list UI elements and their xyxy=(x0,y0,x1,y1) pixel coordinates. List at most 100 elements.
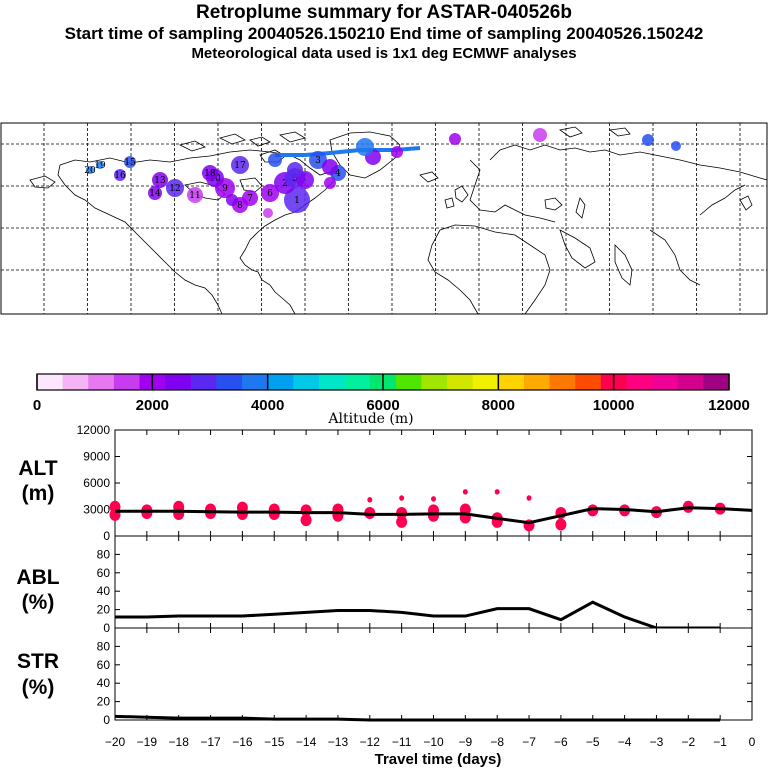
map-point xyxy=(226,194,238,206)
map-point-label: 7 xyxy=(247,194,253,204)
x-tick-label: −7 xyxy=(522,735,536,749)
x-tick-label: −3 xyxy=(650,735,664,749)
alt-cluster-point xyxy=(399,495,405,501)
alt-panel-unit: (m) xyxy=(22,482,55,505)
y-tick-label: 9000 xyxy=(83,450,110,464)
x-tick-label: −5 xyxy=(586,735,600,749)
y-tick-label: 60 xyxy=(97,566,111,580)
x-tick-label: −15 xyxy=(264,735,285,749)
met-data-note: Meteorological data used is 1x1 deg ECMW… xyxy=(191,45,577,62)
map-point xyxy=(449,133,461,145)
x-tick-label: −17 xyxy=(200,735,221,749)
map-point xyxy=(391,146,403,158)
map-point xyxy=(86,166,94,174)
x-tick-label: −2 xyxy=(681,735,695,749)
map-point xyxy=(261,184,279,202)
colorbar-tick-label: 8000 xyxy=(482,397,515,414)
x-tick-label: −12 xyxy=(360,735,381,749)
x-tick-label: −1 xyxy=(713,735,727,749)
x-tick-label: −18 xyxy=(169,735,190,749)
map-point xyxy=(202,165,218,181)
alt-cluster-point xyxy=(462,489,468,495)
x-tick-label: −11 xyxy=(392,735,412,749)
y-tick-label: 12000 xyxy=(77,423,111,437)
map-point-label: 5 xyxy=(292,174,298,184)
colorbar-swatch xyxy=(62,374,89,390)
alt-cluster-point xyxy=(526,495,532,501)
map-point-label: 3 xyxy=(315,156,321,166)
map-point xyxy=(166,179,184,197)
x-tick-label: −6 xyxy=(554,735,568,749)
map-point xyxy=(287,162,303,178)
map-point xyxy=(642,134,654,146)
colorbar-swatch xyxy=(318,374,346,390)
y-tick-label: 20 xyxy=(97,603,111,617)
colorbar-tick-label: 4000 xyxy=(251,397,284,414)
map-point-label: 11 xyxy=(189,191,200,201)
colorbar-label: Altitude (m) xyxy=(327,411,413,427)
x-tick-label: −13 xyxy=(328,735,349,749)
series-line xyxy=(115,506,753,525)
map-point xyxy=(148,186,162,200)
colorbar-swatch xyxy=(190,374,217,390)
x-tick-label: −4 xyxy=(618,735,632,749)
colorbar-swatch xyxy=(37,374,64,390)
x-tick-label: −14 xyxy=(296,735,317,749)
colorbar-swatch xyxy=(242,374,269,390)
map-point xyxy=(671,141,681,151)
colorbar-swatch xyxy=(293,374,320,390)
map-point xyxy=(322,159,338,175)
map-point-label: 1 xyxy=(294,196,300,206)
map-point xyxy=(263,208,273,218)
y-tick-label: 6000 xyxy=(83,476,110,490)
colorbar-swatch xyxy=(395,374,422,390)
y-tick-label: 80 xyxy=(97,639,111,653)
colorbar-swatch xyxy=(677,374,704,390)
map-point-label: 9 xyxy=(222,184,228,194)
colorbar-ticks: 0 2000 4000 6000 8000 10000 12000 xyxy=(33,374,750,414)
map-point-label: 16 xyxy=(114,171,126,181)
y-tick-label: 40 xyxy=(97,676,111,690)
map-point-label: 6 xyxy=(267,189,273,199)
x-tick-label: −19 xyxy=(137,735,158,749)
alt-cluster-point xyxy=(396,515,408,528)
map-point xyxy=(114,169,126,181)
colorbar-swatch xyxy=(652,374,679,390)
chart-title: Retroplume summary for ASTAR-040526b xyxy=(196,2,572,23)
colorbar-swatch xyxy=(575,374,602,390)
altitude-colorbar xyxy=(36,373,730,391)
colorbar-swatch xyxy=(498,374,525,390)
map-point-label: 18 xyxy=(204,169,216,179)
y-tick-label: 80 xyxy=(97,547,111,561)
colorbar-swatch xyxy=(88,374,115,390)
series-line xyxy=(115,600,721,630)
map-point-label: 15 xyxy=(124,158,136,168)
colorbar-swatch xyxy=(267,374,294,390)
series-line xyxy=(114,714,721,722)
colorbar-swatch xyxy=(523,374,551,390)
colorbar-swatch xyxy=(216,374,243,390)
str-panel-label: STR xyxy=(17,650,59,673)
colorbar-tick-label: 12000 xyxy=(708,397,750,414)
map-point xyxy=(231,156,249,174)
map-point xyxy=(324,177,336,189)
colorbar-swatch xyxy=(549,374,576,390)
map-point xyxy=(124,156,136,168)
retroplume-map: 1234567891011121314151617181920 xyxy=(0,122,768,315)
map-point xyxy=(284,187,310,213)
y-tick-label: 60 xyxy=(97,658,111,672)
sampling-times: Start time of sampling 20040526.150210 E… xyxy=(64,24,704,43)
y-tick-label: 40 xyxy=(97,584,111,598)
time-series-panels: 030006000900012000020406080020406080−20−… xyxy=(77,423,756,749)
map-point-label: 4 xyxy=(335,169,341,179)
y-tick-label: 0 xyxy=(103,713,110,727)
colorbar-swatch xyxy=(472,374,499,390)
coastlines xyxy=(29,126,768,315)
retroplume-points: 1234567891011121314151617181920 xyxy=(84,128,681,218)
colorbar-tick-label: 2000 xyxy=(136,397,169,414)
alt-cluster-point xyxy=(173,507,185,520)
x-axis-label: Travel time (days) xyxy=(375,751,502,768)
map-point-label: 2 xyxy=(282,179,288,189)
colorbar-swatch xyxy=(165,374,192,390)
map-point-label: 8 xyxy=(237,201,243,211)
